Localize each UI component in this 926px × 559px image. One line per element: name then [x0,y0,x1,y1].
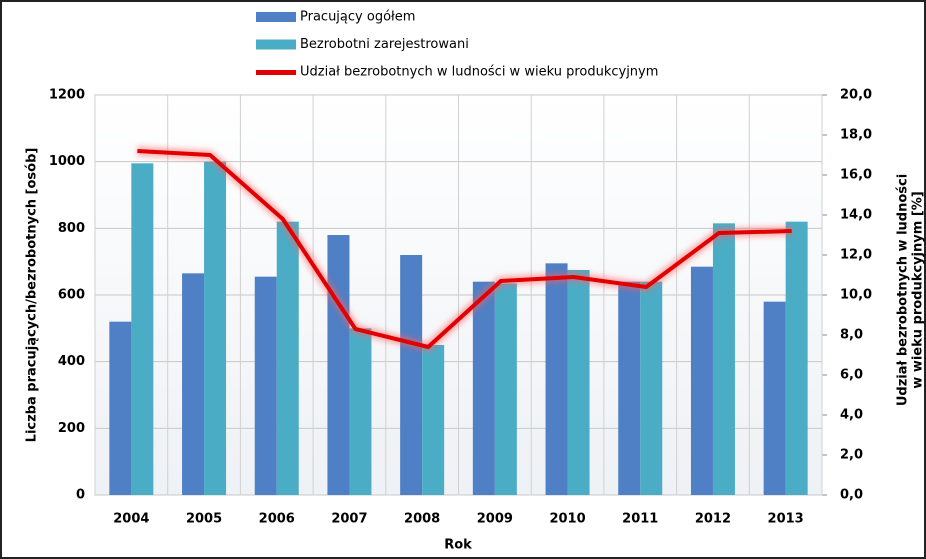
x-tick-label: 2009 [477,512,513,527]
y-tick-label: 400 [58,354,85,369]
bar [494,283,517,495]
bar [254,276,277,495]
x-axis-title: Rok [444,538,472,553]
y2-axis-title: w wieku produkcyjnym [%] [911,191,926,388]
y2-tick-label: 2,0 [840,448,863,463]
bar [400,255,423,495]
y2-tick-label: 6,0 [840,368,863,383]
bar [422,345,445,495]
bar [640,281,663,495]
legend-label: Pracujący ogółem [300,10,415,25]
bar [763,301,786,495]
legend-label: Bezrobotni zarejestrowani [300,37,469,52]
y-tick-label: 0 [76,488,85,503]
y-axis-title: Liczba pracujących/bezrobotnych [osób] [25,148,40,443]
y-tick-label: 1000 [49,154,85,169]
bar [472,281,495,495]
y2-tick-label: 16,0 [840,168,872,183]
x-tick-label: 2010 [549,512,585,527]
y2-tick-label: 4,0 [840,408,863,423]
y2-axis-title: Udział bezrobotnych w ludności [896,174,911,406]
legend-label: Udział bezrobotnych w ludności w wieku p… [300,65,658,80]
bar [349,328,372,495]
bar [690,266,713,495]
bar [712,223,735,496]
x-tick-label: 2013 [768,512,804,527]
x-tick-label: 2004 [113,512,149,527]
line [137,149,792,349]
y-tick-label: 800 [58,221,85,236]
bar [204,161,227,495]
y2-tick-label: 12,0 [840,248,872,263]
y-tick-label: 1200 [49,88,85,103]
y2-tick-label: 10,0 [840,288,872,303]
x-tick-label: 2012 [695,512,731,527]
x-tick-label: 2007 [331,512,367,527]
bar [785,221,808,495]
x-tick-label: 2008 [404,512,440,527]
x-tick-label: 2006 [259,512,295,527]
bar [182,273,205,495]
bar [545,263,568,495]
bar [109,321,132,495]
y2-tick-label: 0,0 [840,488,863,503]
x-tick-label: 2005 [186,512,222,527]
y-tick-label: 200 [58,421,85,436]
y2-tick-label: 18,0 [840,128,872,143]
y-tick-label: 600 [58,288,85,303]
legend-swatch [256,70,296,75]
legend-swatch [256,39,296,50]
legend-swatch [256,12,296,22]
bar [276,221,299,495]
bar [327,235,350,495]
bar [618,281,641,495]
bar [131,163,154,496]
bar [567,270,590,495]
y2-tick-label: 14,0 [840,208,872,223]
y2-tick-label: 20,0 [840,88,872,103]
y2-tick-label: 8,0 [840,328,863,343]
x-tick-label: 2011 [622,512,658,527]
